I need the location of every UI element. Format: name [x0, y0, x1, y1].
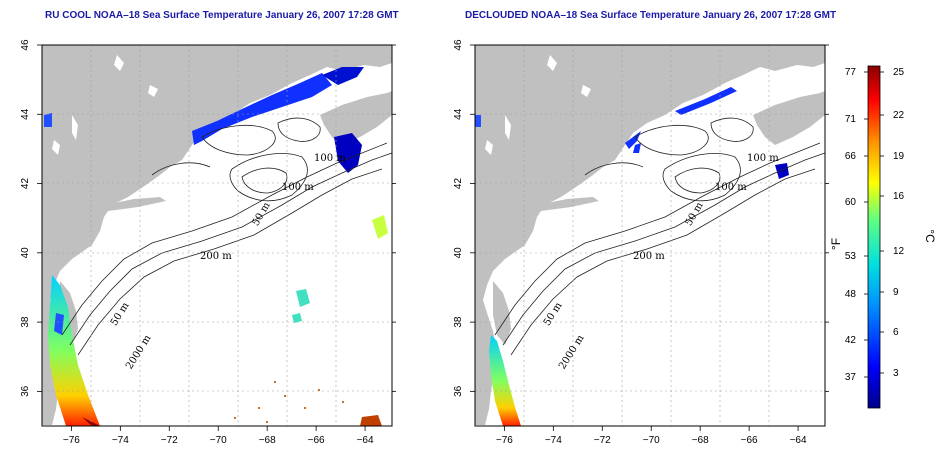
left-map-panel: 100 m 100 m 50 m 200 m 50 m 2000 m −76 −7… — [20, 39, 396, 446]
colorbar-fahrenheit-ticks: 77 71 66 60 53 48 42 37 — [845, 67, 868, 383]
colorbar-celsius-ticks: 25 22 19 16 12 9 6 3 — [880, 67, 905, 379]
left-x-tick-label: −70 — [210, 435, 227, 446]
colorbar-f-tick-label: 53 — [845, 251, 857, 262]
right-y-tick-label: 40 — [453, 247, 464, 259]
right-x-tick-label: −66 — [741, 435, 758, 446]
right-y-tick-label: 46 — [453, 39, 464, 51]
colorbar-c-tick-label: 6 — [893, 327, 899, 338]
right-x-tick-label: −74 — [545, 435, 562, 446]
left-y-tick-label: 44 — [20, 108, 31, 120]
left-y-tick-label: 40 — [20, 247, 31, 259]
right-map-frame — [474, 44, 826, 427]
left-contour-label-200: 200 m — [200, 251, 232, 262]
colorbar-c-tick-label: 9 — [893, 287, 899, 298]
colorbar-c-tick-label: 3 — [893, 368, 899, 379]
right-x-tick-label: −72 — [594, 435, 611, 446]
left-contour-label-100-bank: 100 m — [282, 182, 314, 193]
right-y-tick-label: 42 — [453, 178, 464, 190]
colorbar-f-tick-label: 66 — [845, 151, 857, 162]
right-y-tick-label: 44 — [453, 108, 464, 120]
colorbar-f-tick-label: 71 — [845, 114, 857, 125]
colorbar-c-tick-label: 12 — [893, 246, 905, 257]
colorbar-c-tick-label: 19 — [893, 151, 905, 162]
left-x-tick-label: −64 — [357, 435, 374, 446]
right-map-panel: 100 m 100 m 50 m 200 m 50 m 2000 m −76 −7… — [453, 39, 829, 446]
right-contour-label-100-east: 100 m — [747, 153, 779, 164]
left-x-tick-label: −68 — [259, 435, 276, 446]
right-panel-title: DECLOUDED NOAA–18 Sea Surface Temperatur… — [465, 10, 837, 21]
colorbar-f-tick-label: 37 — [845, 372, 857, 383]
colorbar-f-tick-label: 48 — [845, 289, 857, 300]
right-coastal-sst-band — [489, 335, 521, 426]
colorbar-f-tick-label: 60 — [845, 197, 857, 208]
right-axis-ticks: −76 −74 −72 −70 −68 −66 −64 36 38 40 42 44 46 — [453, 39, 829, 446]
left-y-tick-label: 38 — [20, 316, 31, 328]
left-y-tick-label: 46 — [20, 39, 31, 51]
right-x-tick-label: −64 — [790, 435, 807, 446]
right-y-tick-label: 38 — [453, 316, 464, 328]
fahrenheit-unit-label: °F — [829, 238, 843, 250]
left-coastal-sst-band — [48, 275, 100, 426]
left-map-frame — [41, 44, 393, 427]
colorbar-gradient — [867, 65, 881, 409]
right-x-tick-label: −76 — [496, 435, 513, 446]
left-x-tick-label: −74 — [112, 435, 129, 446]
colorbar-f-tick-label: 77 — [845, 67, 857, 78]
right-x-tick-label: −70 — [643, 435, 660, 446]
right-contour-label-100-bank: 100 m — [715, 182, 747, 193]
left-x-tick-label: −66 — [308, 435, 325, 446]
left-contour-label-100-east: 100 m — [314, 153, 346, 164]
colorbar: 77 71 66 60 53 48 42 37 25 22 19 16 12 9 6 3 °F °C — [829, 65, 937, 409]
right-contour-label-200: 200 m — [633, 251, 665, 262]
left-x-tick-label: −72 — [161, 435, 178, 446]
colorbar-f-tick-label: 42 — [845, 335, 857, 346]
left-y-tick-label: 42 — [20, 178, 31, 190]
left-panel-title: RU COOL NOAA–18 Sea Surface Temperature … — [45, 10, 399, 21]
right-grid — [475, 45, 825, 426]
left-axis-ticks: −76 −74 −72 −70 −68 −66 −64 36 38 40 42 44 46 — [20, 39, 396, 446]
right-gulf-of-maine-cold-patch — [675, 87, 737, 115]
left-grid — [42, 45, 392, 426]
right-georges-bank-cold-patch — [775, 163, 789, 179]
colorbar-c-tick-label: 25 — [893, 67, 905, 78]
right-x-tick-label: −68 — [692, 435, 709, 446]
left-y-tick-label: 36 — [20, 385, 31, 397]
colorbar-c-tick-label: 16 — [893, 191, 905, 202]
colorbar-c-tick-label: 22 — [893, 110, 905, 121]
celsius-unit-label: °C — [923, 229, 937, 243]
left-georges-bank-cold-patch — [334, 133, 362, 173]
left-x-tick-label: −76 — [63, 435, 80, 446]
right-y-tick-label: 36 — [453, 385, 464, 397]
